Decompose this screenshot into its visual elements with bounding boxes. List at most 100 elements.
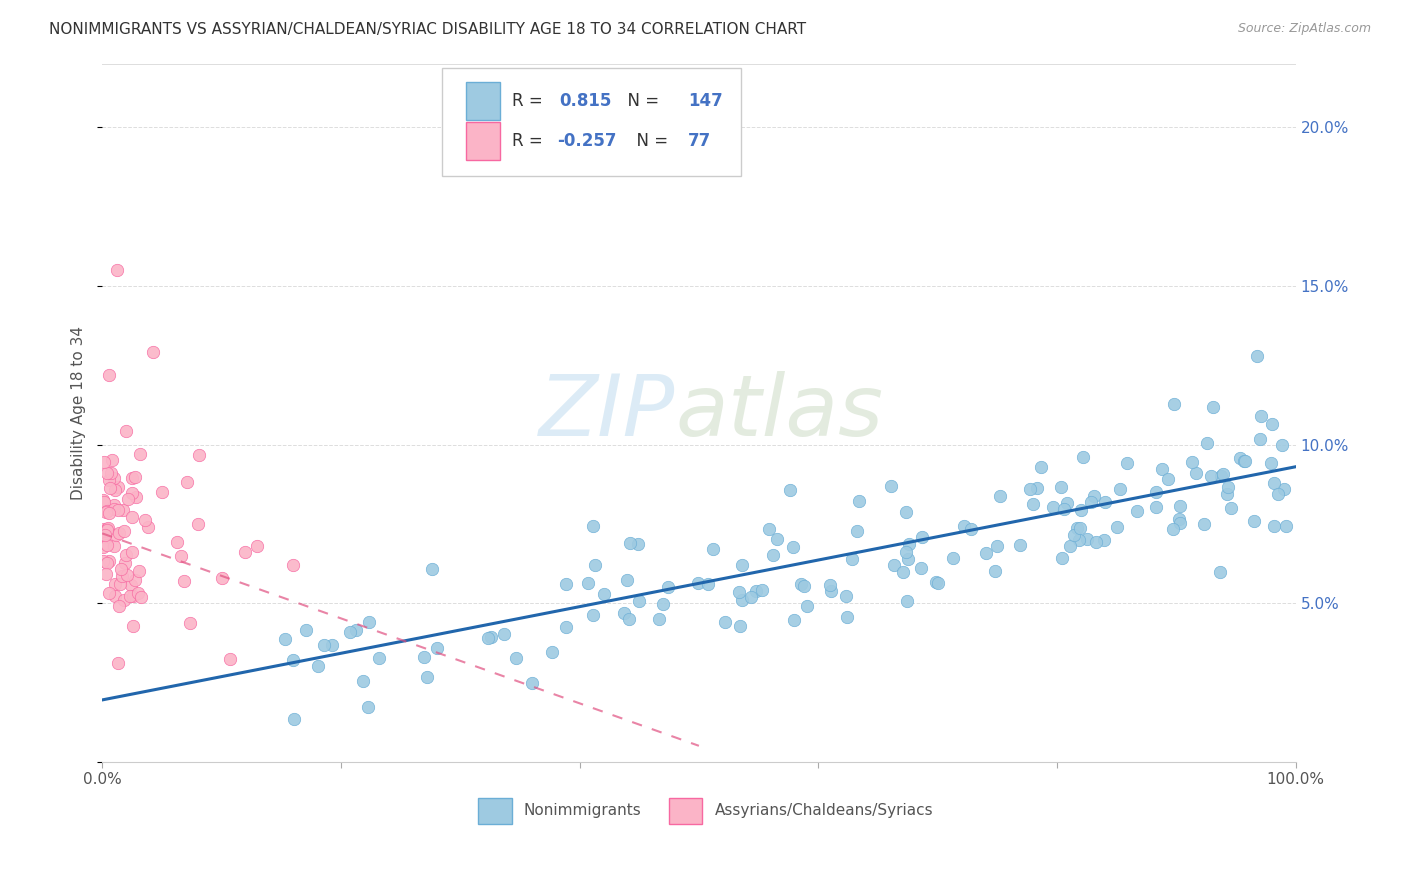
Point [1220, 501, 1243, 516]
Point [412, 650, 434, 665]
Point [1116, 456, 1139, 470]
Point [105, 527, 128, 541]
Text: R =: R = [512, 92, 553, 110]
Point [176, 475, 198, 490]
Point [1271, 437, 1294, 451]
Point [894, 505, 917, 519]
FancyBboxPatch shape [669, 798, 703, 824]
Point [117, 492, 139, 507]
Point [582, 607, 605, 622]
Point [122, 590, 145, 604]
Point [344, 623, 367, 637]
Point [103, 501, 125, 516]
Point [367, 650, 389, 665]
Text: -0.257: -0.257 [557, 132, 616, 150]
Point [97, 554, 120, 568]
Point [910, 530, 932, 544]
Point [1080, 494, 1102, 508]
Point [283, 712, 305, 726]
Point [1026, 481, 1049, 495]
Point [1109, 482, 1132, 496]
Point [98, 506, 121, 520]
Point [494, 627, 516, 641]
Point [910, 561, 932, 575]
FancyBboxPatch shape [467, 121, 499, 160]
Point [1249, 432, 1271, 446]
Point [1261, 417, 1284, 431]
Point [619, 536, 641, 550]
Point [114, 425, 136, 439]
Point [96, 504, 118, 518]
Point [97, 521, 120, 535]
Point [115, 548, 138, 562]
Point [883, 558, 905, 572]
Point [1216, 480, 1239, 494]
Point [1049, 480, 1071, 494]
Point [766, 533, 789, 547]
Point [321, 638, 343, 652]
Point [96, 522, 118, 536]
Point [295, 624, 318, 638]
Point [793, 579, 815, 593]
Point [246, 539, 269, 553]
Point [357, 615, 380, 629]
Point [751, 583, 773, 598]
Point [740, 591, 762, 605]
Point [1263, 475, 1285, 490]
Point [274, 632, 297, 647]
Point [1063, 528, 1085, 542]
FancyBboxPatch shape [478, 798, 512, 824]
Point [96, 505, 118, 519]
Point [1260, 456, 1282, 470]
Point [686, 576, 709, 591]
Point [1157, 472, 1180, 486]
Text: ZIP: ZIP [538, 371, 675, 454]
Point [416, 670, 439, 684]
Point [142, 345, 165, 359]
Point [1163, 397, 1185, 411]
Point [1022, 497, 1045, 511]
Point [121, 544, 143, 558]
Point [1275, 518, 1298, 533]
Text: 77: 77 [688, 132, 711, 150]
Point [173, 574, 195, 588]
Point [1234, 454, 1257, 468]
Point [1107, 520, 1129, 534]
Point [1243, 514, 1265, 528]
Point [714, 615, 737, 629]
Point [1201, 468, 1223, 483]
Point [897, 552, 920, 566]
Point [1071, 450, 1094, 464]
Point [1092, 533, 1115, 548]
Point [108, 525, 131, 540]
Point [124, 573, 146, 587]
Point [127, 586, 149, 600]
Point [898, 537, 921, 551]
Point [93, 554, 115, 568]
Point [211, 571, 233, 585]
Point [835, 610, 858, 624]
Point [94, 536, 117, 550]
Point [93, 530, 115, 544]
Point [125, 490, 148, 504]
Point [820, 584, 842, 599]
Point [93, 495, 115, 509]
Point [93, 522, 115, 536]
Point [122, 619, 145, 633]
Point [731, 558, 754, 573]
Point [652, 597, 675, 611]
Point [96, 523, 118, 537]
Point [1212, 467, 1234, 482]
Text: 0.815: 0.815 [560, 92, 612, 110]
Point [1263, 518, 1285, 533]
Point [1029, 459, 1052, 474]
Point [1085, 534, 1108, 549]
Point [477, 631, 499, 645]
Point [952, 519, 974, 533]
Point [108, 577, 131, 591]
FancyBboxPatch shape [443, 68, 741, 176]
Point [835, 589, 858, 603]
Point [554, 620, 576, 634]
Point [1019, 483, 1042, 497]
Point [105, 263, 128, 277]
